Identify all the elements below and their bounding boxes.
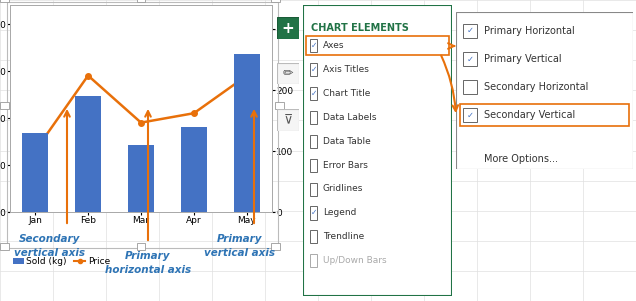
Bar (463, 80, 477, 94)
Text: Legend: Legend (322, 208, 356, 217)
Text: ⊽: ⊽ (284, 113, 293, 127)
Text: Data Labels: Data Labels (322, 113, 376, 122)
Bar (75, 96, 101, 212)
Text: Error Bars: Error Bars (322, 160, 368, 169)
Text: ✓: ✓ (467, 111, 474, 120)
Text: ✏: ✏ (283, 67, 293, 80)
Text: Up/Down Bars: Up/Down Bars (322, 256, 386, 265)
Text: ✓: ✓ (310, 89, 317, 98)
Text: Primary
vertical axis: Primary vertical axis (205, 234, 275, 258)
Text: Trendline: Trendline (322, 232, 364, 241)
Text: +: + (282, 21, 294, 36)
Bar (310, 206, 317, 219)
Text: ✓: ✓ (310, 65, 317, 74)
Bar (310, 254, 317, 267)
Text: Secondary
vertical axis: Secondary vertical axis (15, 234, 85, 258)
Bar (310, 135, 317, 148)
Text: ✓: ✓ (467, 26, 474, 35)
Text: Axis Titles: Axis Titles (322, 65, 368, 74)
Bar (310, 63, 317, 76)
Text: ✓: ✓ (310, 208, 317, 217)
Bar (310, 183, 317, 196)
Bar (460, 104, 629, 126)
Bar (310, 159, 317, 172)
Bar (310, 87, 317, 100)
Text: Primary Vertical: Primary Vertical (484, 54, 562, 64)
Bar (463, 108, 477, 123)
Bar (463, 24, 477, 38)
Text: Gridlines: Gridlines (322, 185, 363, 194)
Text: Primary
horizontal axis: Primary horizontal axis (105, 251, 191, 275)
Text: ✓: ✓ (310, 41, 317, 50)
Bar (310, 111, 317, 124)
Bar (310, 230, 317, 244)
Text: ✓: ✓ (467, 54, 474, 64)
Text: Chart Title: Chart Title (322, 89, 370, 98)
Text: Axes: Axes (322, 41, 344, 50)
Text: Secondary Vertical: Secondary Vertical (484, 110, 576, 120)
Text: Data Table: Data Table (322, 137, 370, 146)
Bar (307, 36, 448, 55)
Bar (22, 133, 48, 212)
Text: Secondary Horizontal: Secondary Horizontal (484, 82, 589, 92)
Legend: Sold (kg), Price: Sold (kg), Price (10, 254, 114, 270)
Text: CHART ELEMENTS: CHART ELEMENTS (311, 23, 409, 33)
Title: Fruit Sales: Fruit Sales (106, 0, 176, 2)
Bar (310, 39, 317, 52)
Bar (128, 145, 155, 212)
Bar (463, 52, 477, 66)
Bar (233, 54, 260, 212)
Bar (181, 127, 207, 212)
Text: More Options...: More Options... (484, 154, 558, 164)
Text: Primary Horizontal: Primary Horizontal (484, 26, 575, 36)
